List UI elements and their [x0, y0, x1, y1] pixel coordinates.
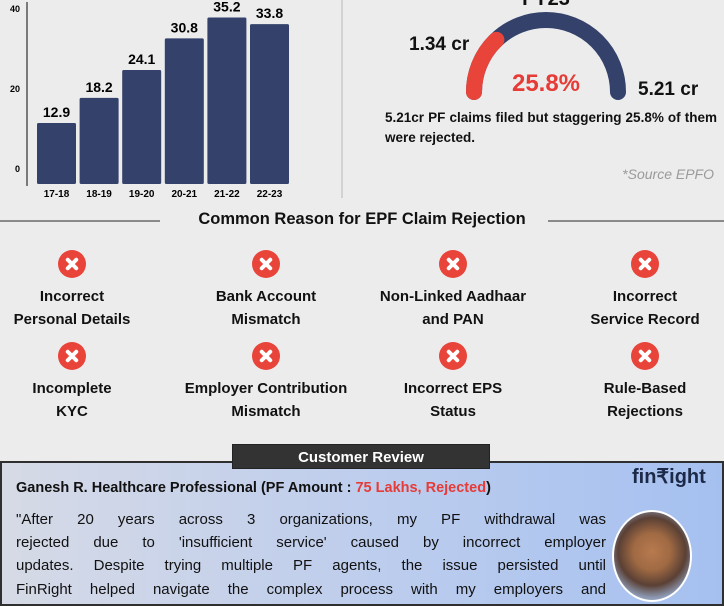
- divider: [0, 220, 160, 222]
- gauge-chart: [466, 12, 626, 100]
- reason-line: Rule-Based: [603, 380, 687, 397]
- section-title: Common Reason for EPF Claim Rejection: [0, 210, 724, 229]
- x-circle-icon: [252, 342, 280, 370]
- x-tick-label: 21-22: [214, 189, 240, 200]
- review-card: [0, 461, 724, 606]
- reason-line: Personal Details: [13, 311, 131, 328]
- reason-line: Incorrect EPS: [403, 380, 503, 397]
- x-tick-label: 22-23: [257, 189, 283, 200]
- bar-chart: 0 20 40 12.9 17-18 18.2 18-19 24.1 19-20 30.8 20-2…: [10, 0, 289, 200]
- reason-item: Incorrect Personal Details: [0, 250, 167, 331]
- y-tick-label: 40: [10, 4, 20, 14]
- reason-line: Incomplete: [32, 380, 112, 397]
- reason-item: Rule-Based Rejections: [550, 342, 724, 423]
- quote-line: FinRight helped navigate the complex pro…: [16, 580, 606, 598]
- x-circle-icon: [252, 250, 280, 278]
- x-circle-icon: [58, 250, 86, 278]
- divider: [341, 0, 343, 198]
- reason-line: and PAN: [422, 311, 484, 328]
- bar: [122, 70, 162, 184]
- reason-line: Mismatch: [231, 403, 301, 420]
- bar: [207, 17, 247, 185]
- reason-item: Incorrect Service Record: [550, 250, 724, 331]
- quote-line: "After 20 years across 3 organizations, …: [16, 511, 606, 528]
- bar: [164, 38, 204, 185]
- x-tick-label: 19-20: [129, 189, 155, 200]
- x-tick-label: 20-21: [172, 189, 198, 200]
- reason-line: Bank Account: [215, 288, 317, 305]
- bar-value-label: 30.8: [171, 19, 198, 35]
- reason-item: Bank Account Mismatch: [171, 250, 361, 331]
- reason-item: Non-Linked Aadhaar and PAN: [358, 250, 548, 331]
- section-title-text: Common Reason for EPF Claim Rejection: [192, 210, 532, 228]
- reviewer-photo: [612, 510, 692, 602]
- bar-value-label: 18.2: [85, 79, 112, 95]
- finright-logo: fin₹ight: [632, 466, 706, 488]
- gauge-percent: 25.8%: [511, 70, 581, 97]
- x-tick-label: 17-18: [44, 189, 70, 200]
- quote-line: rejected due to 'insufficient service' c…: [16, 534, 606, 552]
- gauge-caption: 5.21cr PF claims filed but staggering 25…: [385, 110, 717, 145]
- gauge-title: FY23: [500, 0, 592, 11]
- bar-value-label: 35.2: [213, 0, 240, 15]
- divider: [548, 220, 724, 222]
- gauge-rejected-arc: [466, 31, 505, 100]
- reason-line: Rejections: [607, 403, 683, 420]
- quote-line: updates. Despite trying multiple PF agen…: [16, 557, 606, 575]
- reason-line: Service Record: [590, 311, 700, 328]
- reason-line: Employer Contribution: [184, 380, 348, 397]
- bar-value-label: 12.9: [43, 104, 70, 120]
- reviewer-text: Ganesh R. Healthcare Professional (PF Am…: [16, 480, 356, 496]
- reason-line: Status: [430, 403, 476, 420]
- x-circle-icon: [439, 250, 467, 278]
- reason-item: Incorrect EPS Status: [358, 342, 548, 423]
- reason-line: Incorrect: [612, 288, 678, 305]
- x-tick-label: 18-19: [86, 189, 112, 200]
- reviewer-name: Ganesh R. Healthcare Professional (PF Am…: [16, 480, 491, 496]
- reason-line: Mismatch: [231, 311, 301, 328]
- reason-item: Employer Contribution Mismatch: [171, 342, 361, 423]
- review-tab-label: Customer Review: [232, 444, 490, 469]
- bar-value-label: 24.1: [128, 51, 155, 67]
- amount-status: 75 Lakhs, Rejected: [355, 480, 487, 496]
- x-circle-icon: [631, 250, 659, 278]
- reviewer-close: ): [486, 480, 491, 496]
- bar: [250, 24, 289, 184]
- reason-item: Incomplete KYC: [0, 342, 167, 423]
- y-tick-label: 20: [10, 84, 20, 94]
- reason-line: Incorrect: [39, 288, 105, 305]
- bar-value-label: 33.8: [256, 5, 283, 21]
- x-circle-icon: [631, 342, 659, 370]
- review-quote: "After 20 years across 3 organizations, …: [16, 508, 606, 601]
- bar: [79, 97, 119, 184]
- x-circle-icon: [58, 342, 86, 370]
- y-tick-label: 0: [15, 164, 20, 174]
- x-circle-icon: [439, 342, 467, 370]
- reason-line: Non-Linked Aadhaar: [379, 288, 527, 305]
- gauge-rejected-label: 1.34 cr: [409, 34, 470, 55]
- reason-line: KYC: [56, 403, 88, 420]
- gauge-total-label: 5.21 cr: [638, 79, 699, 100]
- bar: [37, 122, 76, 184]
- source-note: *Source EPFO: [622, 166, 714, 182]
